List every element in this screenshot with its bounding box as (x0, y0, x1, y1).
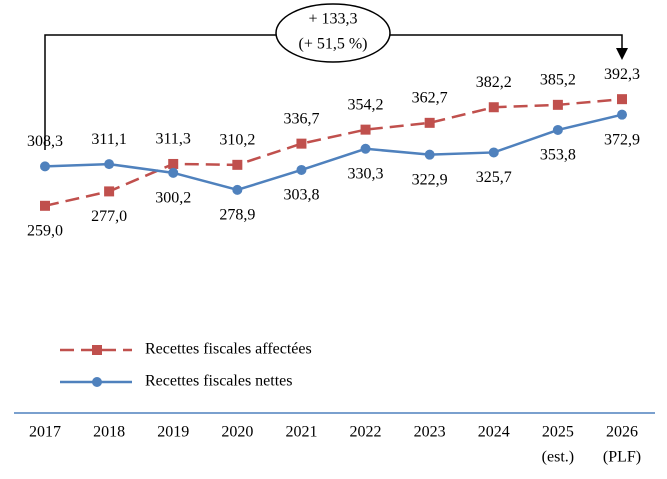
marker (360, 143, 371, 154)
data-label: 311,3 (156, 131, 191, 148)
data-label: 303,8 (283, 187, 319, 204)
data-label: 353,8 (540, 147, 576, 164)
annotation-ellipse (275, 3, 391, 63)
data-label: 372,9 (604, 131, 640, 148)
data-label: 392,3 (604, 66, 640, 83)
x-tick-label: 2019 (157, 424, 189, 441)
data-label: 310,2 (219, 132, 255, 149)
x-tick-label: 2024 (478, 424, 510, 441)
marker (488, 147, 499, 158)
marker (40, 200, 50, 211)
marker (104, 186, 115, 197)
x-tick-label: 2025 (542, 424, 574, 441)
marker (424, 117, 435, 128)
x-tick-note: (PLF) (603, 449, 641, 466)
marker (488, 102, 499, 113)
marker (92, 377, 102, 387)
x-tick-label: 2021 (285, 424, 317, 441)
data-label: 277,0 (91, 208, 127, 225)
data-label: 336,7 (283, 110, 319, 127)
data-label: 259,0 (27, 222, 63, 239)
marker (232, 184, 243, 195)
marker (104, 159, 115, 170)
marker (296, 164, 307, 175)
marker (424, 149, 435, 160)
data-label: 278,9 (219, 207, 255, 224)
legend-label: Recettes fiscales affectées (145, 341, 312, 358)
data-label: 311,1 (91, 131, 126, 148)
x-tick-label: 2018 (93, 424, 125, 441)
data-label: 330,3 (348, 165, 384, 182)
x-tick-label: 2022 (350, 424, 382, 441)
x-tick-note: (est.) (542, 449, 574, 466)
marker (617, 94, 627, 105)
data-label: 362,7 (412, 90, 448, 107)
data-label: 300,2 (155, 190, 191, 207)
series-line (44, 97, 623, 208)
annotation: + 133,3 (308, 11, 357, 28)
data-label: 382,2 (476, 74, 512, 91)
x-tick-label: 2023 (414, 424, 446, 441)
marker (360, 124, 371, 135)
x-tick-label: 2020 (221, 424, 253, 441)
data-label: 325,7 (476, 169, 512, 186)
annotation: (+ 51,5 %) (298, 36, 367, 53)
marker (617, 109, 627, 120)
data-label: 354,2 (348, 96, 384, 113)
marker (232, 159, 243, 170)
data-label: 322,9 (412, 171, 448, 188)
marker (168, 167, 179, 178)
x-tick-label: 2017 (29, 424, 61, 441)
marker (40, 161, 50, 172)
legend-label: Recettes fiscales nettes (145, 373, 293, 390)
data-label: 308,3 (27, 133, 63, 150)
marker (296, 138, 307, 149)
bracket-arrow (616, 48, 628, 60)
data-label: 385,2 (540, 72, 576, 89)
marker (168, 158, 179, 169)
series-line (44, 113, 623, 192)
x-tick-label: 2026 (606, 424, 638, 441)
marker (552, 99, 563, 110)
marker (92, 345, 102, 355)
marker (552, 124, 563, 135)
